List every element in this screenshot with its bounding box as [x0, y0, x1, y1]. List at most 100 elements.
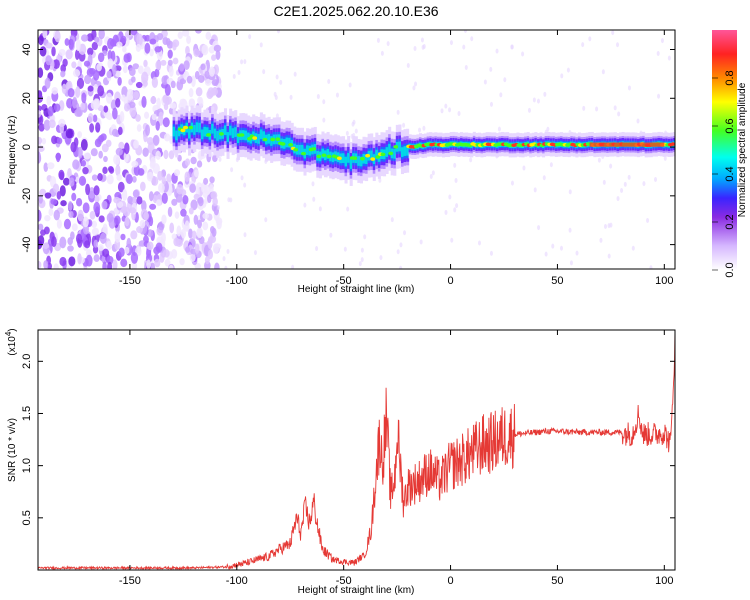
noise-blob [179, 63, 185, 72]
ridge-peak [316, 154, 322, 159]
noise-blob [322, 117, 326, 123]
noise-blob [497, 126, 501, 132]
noise-blob [154, 46, 162, 53]
noise-blob [399, 265, 403, 269]
noise-blob [38, 67, 44, 78]
noise-blob [47, 262, 53, 269]
noise-blob [495, 48, 499, 54]
noise-blob [39, 46, 47, 57]
ridge-cell [229, 125, 233, 136]
noise-blob [38, 123, 45, 132]
noise-blob [59, 123, 65, 134]
noise-blob [588, 36, 592, 42]
noise-blob [149, 38, 157, 45]
ridge-cell [285, 137, 289, 148]
noise-blob [132, 63, 140, 70]
noise-blob [144, 42, 151, 54]
noise-blob [156, 199, 162, 207]
noise-blob [168, 264, 174, 269]
noise-blob [89, 123, 95, 133]
noise-blob [43, 260, 49, 269]
noise-blob [78, 175, 87, 186]
noise-blob [130, 230, 138, 240]
noise-blob [148, 216, 154, 227]
noise-blob [38, 261, 42, 269]
noise-blob [67, 245, 74, 252]
noise-blob [172, 41, 177, 51]
noise-blob [120, 35, 127, 44]
noise-blob [98, 134, 105, 143]
noise-blob [141, 71, 149, 84]
ridge-peak [293, 147, 299, 152]
noise-blob [53, 263, 59, 269]
noise-blob [186, 35, 191, 44]
noise-blob [155, 150, 162, 160]
noise-blob [158, 111, 164, 120]
noise-blob [157, 170, 163, 181]
snr-series-line [38, 330, 675, 570]
noise-blob [163, 149, 169, 160]
noise-blob [448, 194, 452, 200]
noise-blob [198, 74, 205, 83]
x-tick-label: -50 [336, 575, 352, 587]
noise-blob [348, 82, 352, 88]
noise-blob [65, 81, 72, 91]
spectrogram-xlabel: Height of straight line (km) [298, 284, 415, 295]
noise-blob [181, 30, 190, 37]
noise-blob [96, 63, 102, 72]
snr-multiplier-exp: 4 [4, 331, 13, 336]
noise-blob [55, 152, 61, 163]
noise-blob [667, 55, 671, 61]
noise-blob [560, 73, 564, 79]
noise-blob [58, 169, 65, 180]
ridge-cell [400, 147, 405, 157]
noise-blob [70, 231, 75, 240]
noise-blob [551, 243, 555, 249]
snr-frame [37, 329, 676, 571]
noise-blob [312, 196, 316, 202]
noise-blob [210, 87, 219, 96]
colorbar-tick-label: 0.0 [724, 262, 736, 277]
noise-blob [232, 74, 236, 80]
noise-blob [42, 30, 48, 39]
noise-blob [131, 160, 139, 168]
noise-blob [527, 107, 531, 113]
noise-blob [171, 198, 178, 206]
noise-blob [107, 38, 115, 50]
noise-blob [177, 31, 183, 40]
noise-blob [413, 45, 417, 51]
noise-blob [56, 137, 63, 145]
noise-blob [120, 94, 126, 102]
noise-blob [126, 237, 132, 250]
noise-blob [418, 127, 422, 133]
ridge-peak [380, 152, 386, 157]
noise-blob [209, 176, 215, 184]
noise-blob [403, 230, 407, 236]
noise-blob [150, 262, 156, 269]
snr-multiplier-base: (x104) [4, 328, 18, 355]
noise-blob [603, 223, 607, 229]
noise-blob [97, 173, 103, 182]
noise-blob [346, 206, 350, 212]
noise-blob [197, 96, 203, 105]
noise-blob [469, 157, 473, 163]
ridge-cell [193, 125, 197, 135]
noise-blob [303, 202, 307, 208]
noise-blob [173, 169, 181, 177]
noise-blob [85, 248, 92, 257]
noise-blob [464, 65, 468, 71]
ridge-cell [206, 127, 210, 138]
noise-blob [88, 187, 96, 199]
noise-blob [116, 174, 122, 181]
noise-blob [172, 57, 179, 65]
noise-blob [163, 133, 171, 142]
ridge-peak [288, 142, 294, 147]
noise-blob [72, 97, 78, 109]
noise-blob [623, 181, 627, 187]
ridge-cell [385, 147, 389, 157]
noise-blob [93, 185, 100, 196]
ridge-cell [234, 127, 238, 137]
noise-blob [654, 177, 658, 183]
noise-blob [72, 69, 81, 78]
noise-blob [237, 69, 241, 75]
